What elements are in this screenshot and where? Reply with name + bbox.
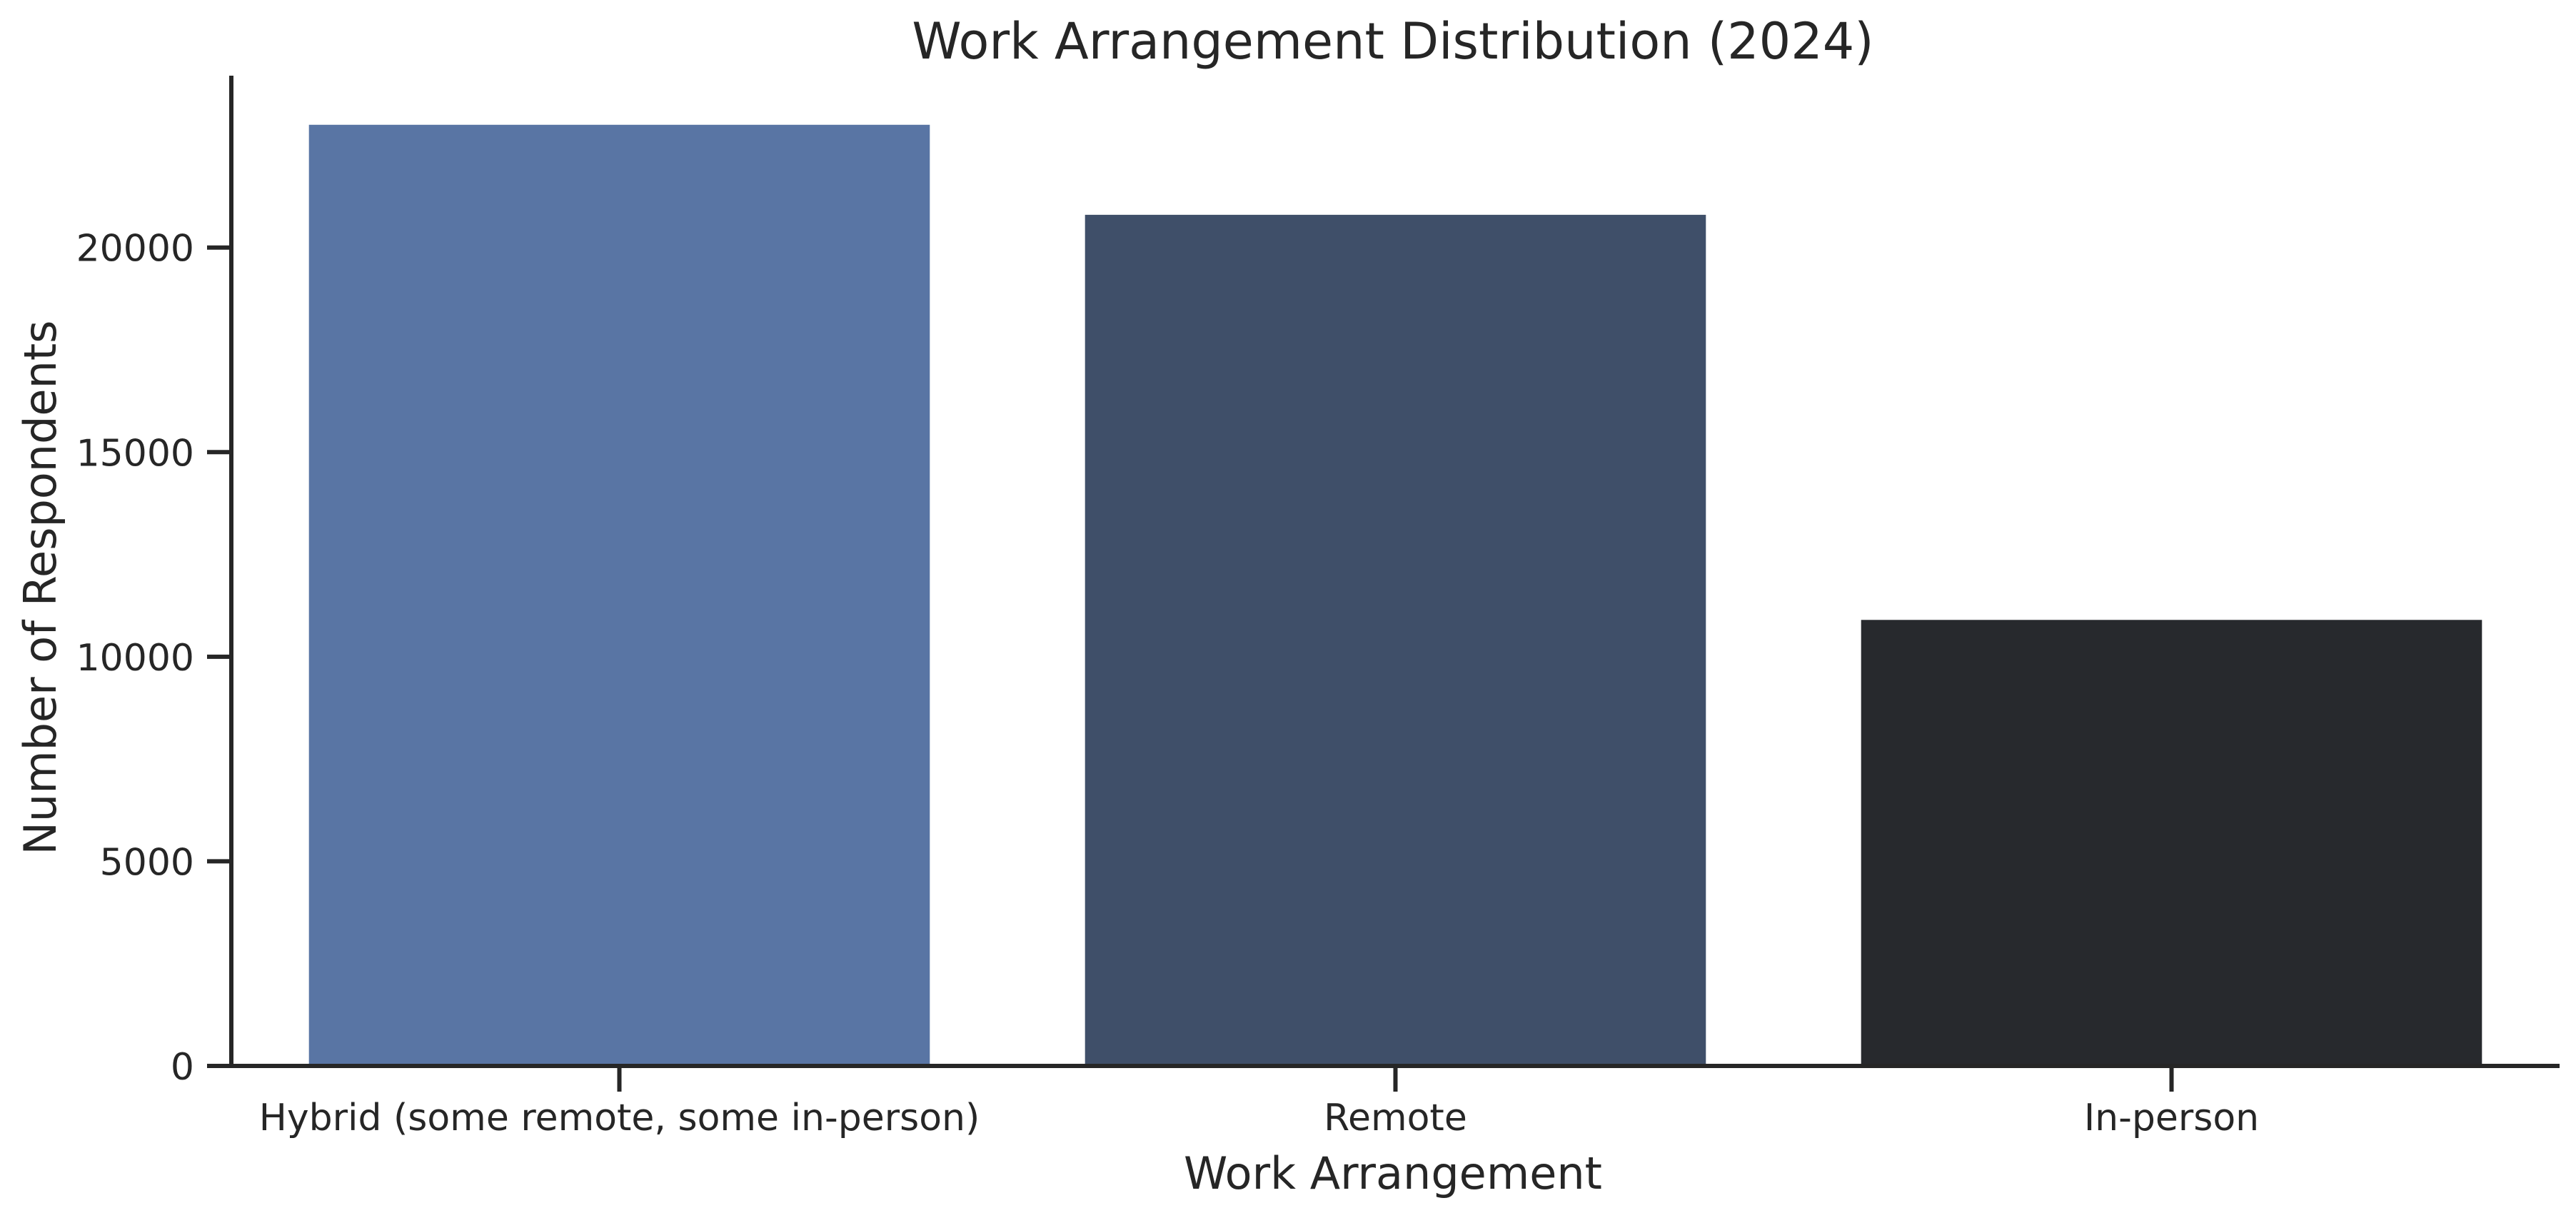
y-tick-label-5: 20000 xyxy=(76,228,194,271)
x-tick-label-1: Hybrid (some remote, some in-person) xyxy=(259,1097,980,1139)
bars-group xyxy=(308,124,2482,1066)
y-tick-label-3: 10000 xyxy=(76,637,194,680)
y-axis-label: Number of Respondents xyxy=(14,321,66,855)
y-tick-label-4: 15000 xyxy=(76,432,194,475)
x-axis-label: Work Arrangement xyxy=(1184,1147,1602,1199)
chart-title: Work Arrangement Distribution (2024) xyxy=(912,12,1873,71)
ticks-group: Hybrid (some remote, some in-person) Remo… xyxy=(76,228,2260,1139)
bar-2 xyxy=(1085,214,1706,1066)
x-tick-label-3: In-person xyxy=(2084,1097,2259,1139)
bar-1 xyxy=(308,124,930,1066)
y-tick-label-2: 5000 xyxy=(100,841,194,884)
x-tick-label-2: Remote xyxy=(1324,1097,1467,1139)
bar-3 xyxy=(1861,620,2482,1066)
y-tick-label-1: 0 xyxy=(171,1046,194,1089)
